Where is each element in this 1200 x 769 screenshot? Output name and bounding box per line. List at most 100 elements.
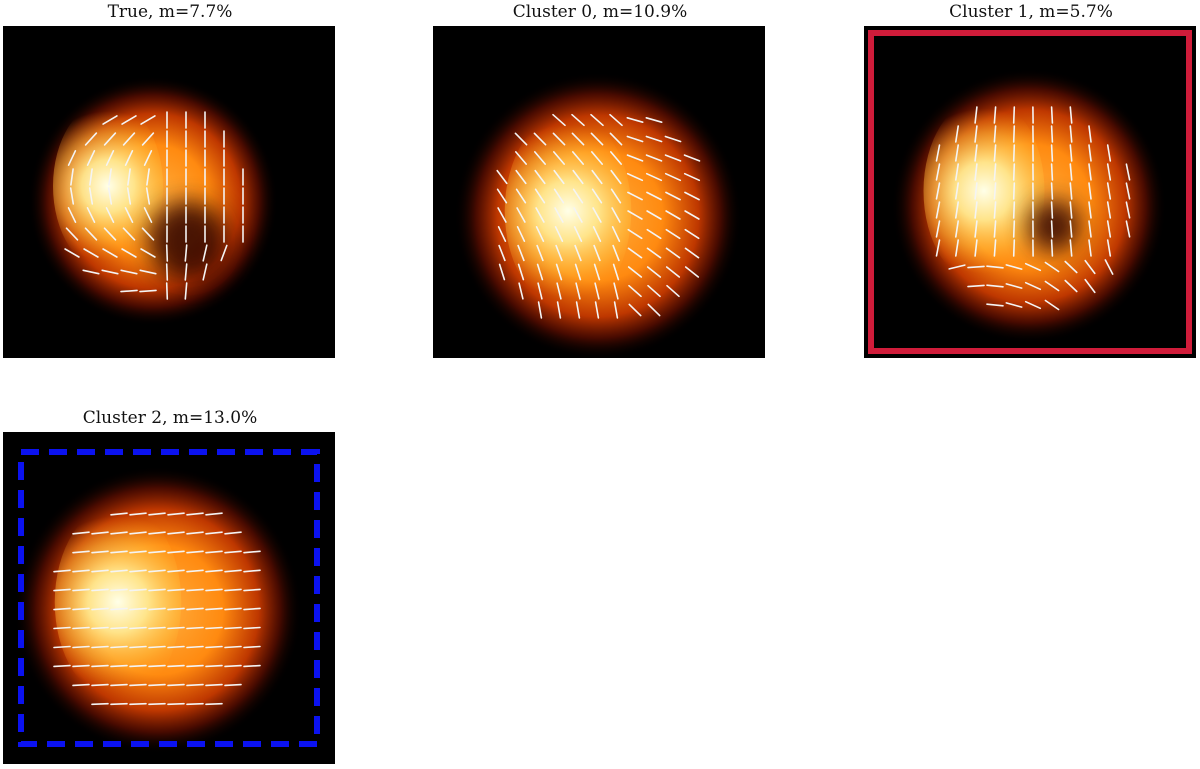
polarization-tick — [205, 550, 223, 554]
polarization-tick — [224, 550, 242, 554]
polarization-tick — [647, 303, 661, 317]
polarization-tick — [534, 151, 546, 165]
polarization-tick — [224, 569, 242, 573]
polarization-tick — [202, 263, 208, 281]
polarization-tick — [65, 227, 79, 241]
polarization-tick — [1088, 144, 1092, 162]
polarization-tick — [684, 191, 700, 201]
polarization-tick — [139, 269, 157, 275]
polarization-tick — [184, 263, 188, 281]
polarization-tick — [593, 244, 601, 262]
polarization-tick — [1005, 283, 1023, 289]
polarization-tick — [1024, 262, 1042, 272]
polarization-tick — [1088, 220, 1092, 238]
polarization-tick — [140, 115, 156, 125]
polarization-tick — [498, 263, 506, 281]
polarization-tick — [553, 169, 565, 185]
polarization-map — [28, 76, 278, 326]
polarization-tick — [167, 607, 185, 611]
polarization-tick — [646, 228, 662, 240]
polarization-tick — [590, 113, 604, 127]
polarization-tick — [1024, 281, 1042, 291]
polarization-tick — [69, 187, 75, 205]
polarization-tick — [552, 132, 566, 146]
polarization-tick — [516, 226, 526, 242]
polarization-tick — [167, 702, 185, 706]
polarization-tick — [515, 169, 527, 185]
polarization-tick — [1069, 220, 1073, 238]
polarization-tick — [186, 588, 204, 592]
polarization-tick — [1012, 201, 1016, 219]
polarization-tick — [572, 151, 584, 165]
polarization-tick — [974, 125, 978, 143]
polarization-tick — [186, 607, 204, 611]
polarization-tick — [974, 144, 978, 162]
panel-cluster-1 — [864, 26, 1196, 358]
polarization-tick — [72, 645, 90, 649]
polarization-tick — [935, 182, 941, 200]
polarization-tick — [107, 187, 113, 205]
polarization-tick — [554, 207, 564, 223]
polarization-tick — [1069, 201, 1073, 219]
polarization-tick — [145, 187, 151, 205]
polarization-tick — [574, 244, 582, 262]
polarization-tick — [609, 113, 623, 127]
polarization-tick — [626, 135, 644, 143]
polarization-tick — [101, 269, 119, 275]
polarization-tick — [1005, 264, 1023, 270]
polarization-tick — [552, 113, 566, 127]
polarization-map — [454, 72, 742, 358]
polarization-tick — [186, 531, 204, 535]
polarization-tick — [627, 191, 643, 201]
polarization-tick — [974, 239, 978, 257]
polarization-tick — [1088, 163, 1092, 181]
dark-hole — [148, 201, 228, 281]
title-cluster-1: Cluster 1, m=5.7% — [949, 2, 1113, 22]
polarization-tick — [64, 248, 80, 258]
polarization-tick — [165, 263, 169, 281]
polarization-tick — [593, 263, 601, 281]
panel-cluster-0 — [433, 26, 765, 358]
polarization-tick — [1084, 259, 1096, 275]
polarization-tick — [67, 150, 77, 166]
polarization-tick — [129, 664, 147, 668]
polarization-tick — [955, 182, 959, 200]
polarization-tick — [628, 303, 642, 317]
polarization-tick — [533, 132, 547, 146]
polarization-tick — [186, 569, 204, 573]
polarization-tick — [186, 645, 204, 649]
polarization-tick — [1012, 163, 1016, 181]
polarization-tick — [82, 269, 100, 275]
polarization-tick — [120, 269, 138, 275]
polarization-tick — [67, 207, 77, 223]
polarization-tick — [571, 132, 585, 146]
polarization-tick — [167, 664, 185, 668]
polarization-tick — [592, 226, 602, 242]
polarization-tick — [148, 569, 166, 573]
polarization-tick — [220, 244, 228, 262]
polarization-tick — [1106, 220, 1112, 238]
polarization-tick — [1125, 182, 1131, 200]
polarization-tick — [110, 588, 128, 592]
polarization-tick — [612, 244, 620, 262]
polarization-tick — [53, 626, 71, 630]
polarization-tick — [986, 284, 1004, 288]
polarization-tick — [684, 210, 700, 220]
polarization-tick — [590, 132, 604, 146]
polarization-tick — [534, 188, 546, 204]
polarization-tick — [121, 248, 137, 258]
polarization-tick — [148, 607, 166, 611]
polarization-tick — [517, 244, 525, 262]
polarization-tick — [91, 588, 109, 592]
polarization-tick — [974, 163, 978, 181]
polarization-tick — [186, 683, 204, 687]
polarization-tick — [610, 169, 622, 185]
polarization-tick — [627, 228, 643, 240]
polarization-tick — [243, 645, 261, 649]
dark-hole — [1028, 200, 1080, 252]
polarization-tick — [683, 154, 701, 162]
polarization-tick — [53, 569, 71, 573]
polarization-tick — [72, 531, 90, 535]
polarization-tick — [186, 702, 204, 706]
polarization-tick — [535, 207, 545, 223]
